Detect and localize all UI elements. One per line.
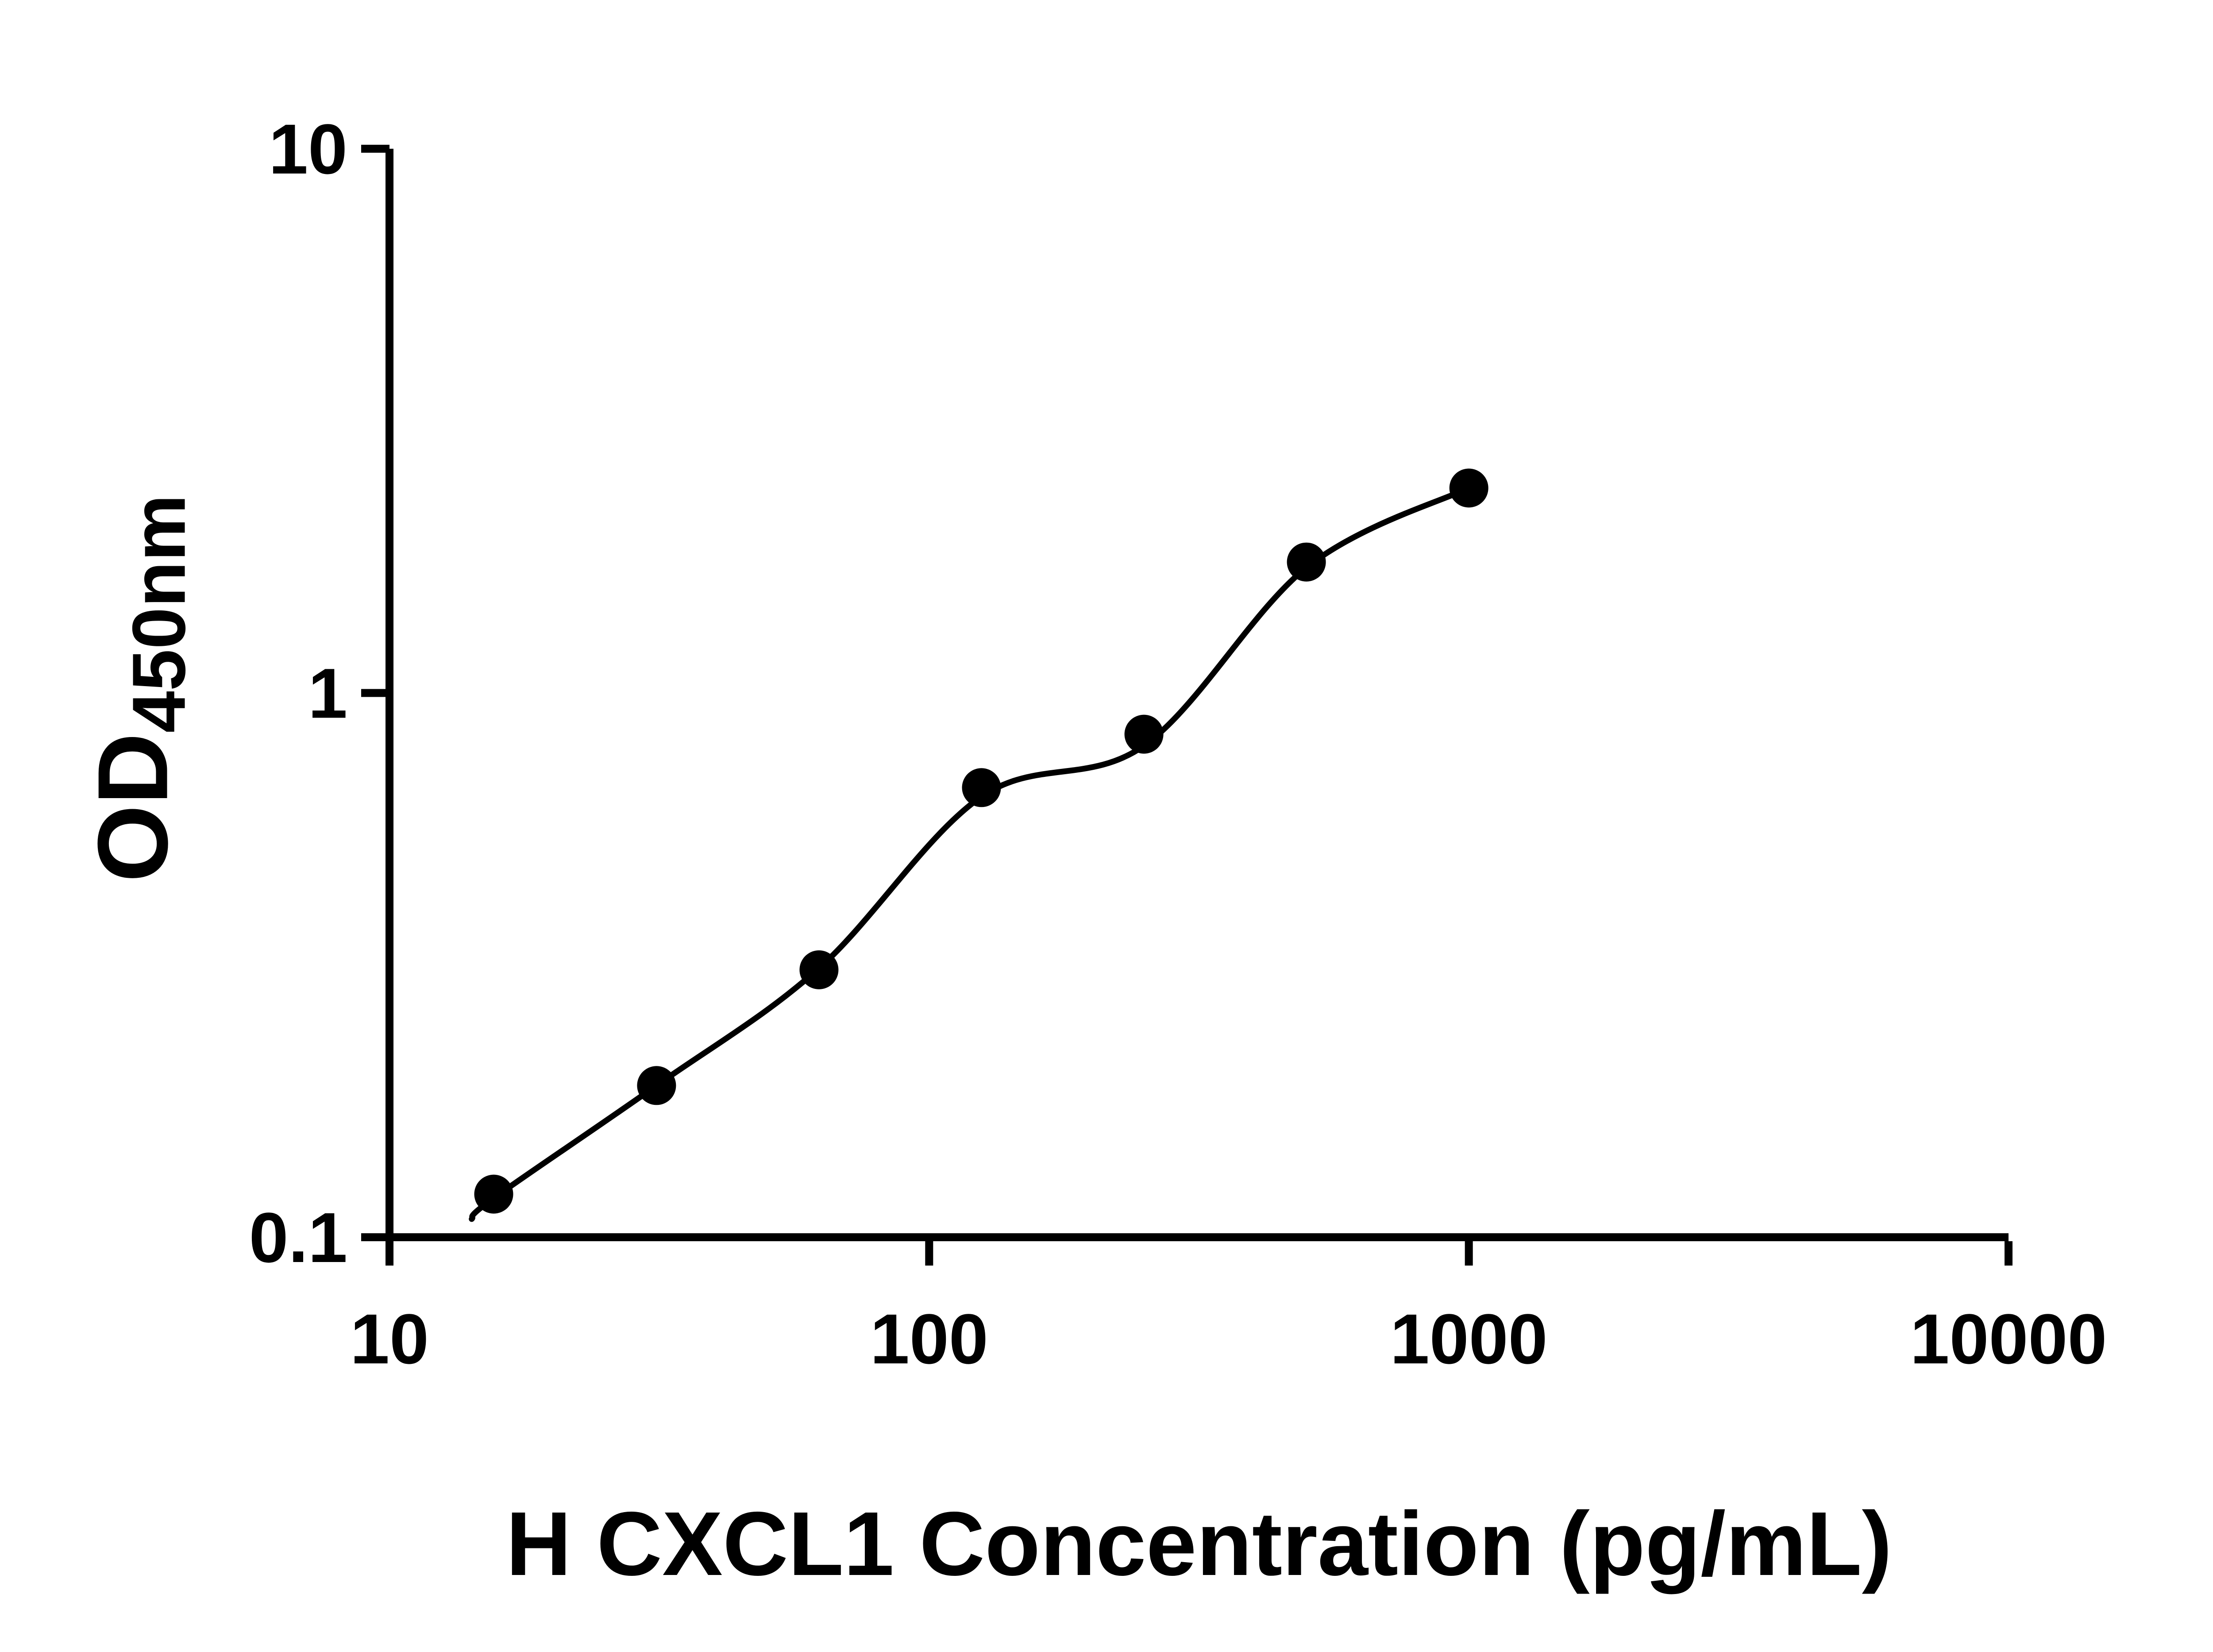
x-tick-label: 100	[870, 1299, 988, 1378]
x-tick-label: 1000	[1390, 1299, 1548, 1378]
fit-curve	[469, 485, 1472, 1222]
y-axis-label: OD450nm	[77, 494, 201, 882]
data-point	[1287, 542, 1326, 582]
y-axis-label-text: OD	[77, 733, 189, 883]
x-tick-label: 10000	[1910, 1299, 2107, 1378]
data-point	[962, 768, 1001, 807]
data-point	[1124, 714, 1164, 754]
x-tick-label: 10	[350, 1299, 429, 1378]
y-tick-label: 0.1	[249, 1198, 347, 1277]
data-point	[799, 950, 839, 989]
x-axis-title: H CXCL1 Concentration (pg/mL)	[506, 1493, 1892, 1594]
data-point	[637, 1066, 676, 1105]
data-point	[1449, 468, 1488, 508]
data-point	[474, 1174, 513, 1214]
y-axis-label-subscript: 450nm	[117, 494, 201, 733]
y-tick-label: 1	[308, 654, 347, 733]
y-tick-label: 10	[269, 109, 347, 189]
